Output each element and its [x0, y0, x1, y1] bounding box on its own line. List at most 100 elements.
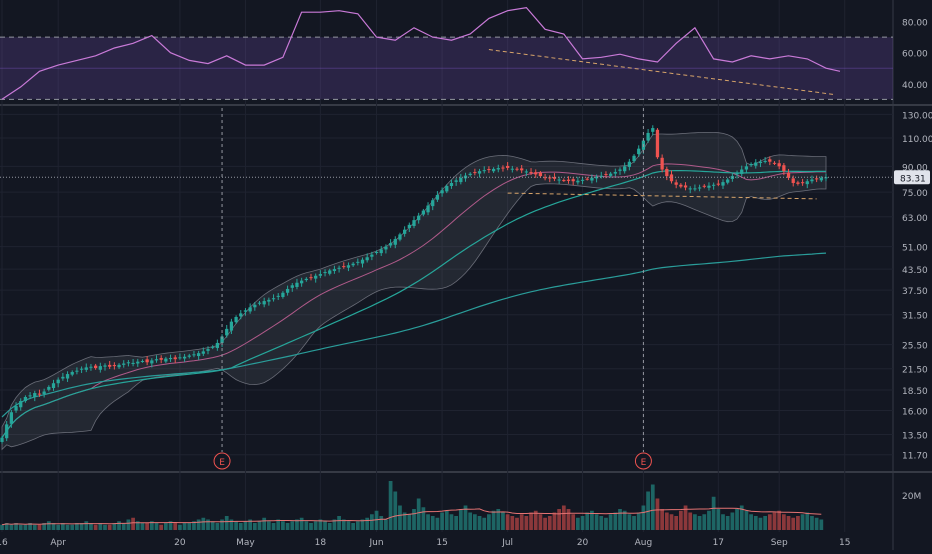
volume-panel[interactable]: 20M [0, 481, 921, 530]
volume-bar [46, 521, 51, 530]
volume-bar [299, 517, 304, 530]
volume-bar [538, 514, 543, 530]
candle-body [505, 165, 510, 168]
candle-body [374, 251, 379, 253]
volume-bar [707, 510, 711, 530]
candle-body [370, 254, 374, 257]
volume-bar [515, 517, 519, 530]
candle-body [173, 357, 177, 360]
price-panel[interactable]: 130.00 110.00 90.00 75.00 63.00 51.00 43.50 37.… [0, 108, 932, 470]
volume-bar [800, 514, 805, 530]
volume-bar [622, 510, 627, 530]
price-tick-label: 18.50 [902, 387, 928, 397]
candle-body [608, 173, 613, 176]
volume-bar [168, 521, 173, 530]
price-tick-label: 75.00 [902, 189, 928, 199]
volume-bar [440, 512, 444, 530]
volume-bar [454, 516, 459, 530]
volume-bar [566, 509, 571, 530]
candle-body [740, 169, 744, 174]
candle-body [571, 179, 575, 182]
candle-body [435, 194, 440, 200]
bollinger-basis [1, 163, 827, 438]
candle-body [257, 302, 262, 304]
volume-bar [332, 519, 337, 530]
candle-body [299, 280, 304, 284]
volume-bar [796, 516, 800, 530]
volume-bar [79, 523, 84, 530]
volume-bar [590, 510, 594, 530]
candle-body [281, 292, 285, 297]
volume-bar [749, 514, 753, 530]
candle-body [178, 357, 182, 359]
volume-bar [632, 516, 636, 530]
volume-ma-line [1, 507, 822, 526]
candle-body [65, 374, 70, 379]
candle-body [726, 179, 730, 183]
volume-bar [121, 523, 126, 530]
candle-body [646, 132, 650, 141]
volume-bar [819, 519, 824, 530]
candle-body [417, 215, 421, 221]
volume-bar [758, 517, 763, 530]
volume-bar [477, 516, 482, 530]
volume-bar [313, 521, 318, 530]
candle-body [304, 278, 308, 281]
candle-body [487, 169, 491, 171]
candle-body [117, 364, 121, 368]
rsi-panel[interactable]: 80.00 60.00 40.00 [0, 6, 928, 100]
candle-body [98, 366, 102, 370]
candle-body [136, 361, 140, 364]
candle-body [459, 177, 463, 183]
volume-bar [262, 517, 267, 530]
volume-bar [482, 517, 487, 530]
candle-body [772, 162, 777, 164]
volume-bar [496, 509, 501, 530]
candle-body [562, 180, 566, 182]
candle-body [791, 178, 795, 183]
candle-body [702, 185, 706, 187]
candle-body [693, 188, 697, 190]
volume-bar [529, 512, 533, 530]
x-tick-label: Apr [50, 538, 66, 548]
volume-bar [126, 519, 131, 530]
volume-bar [580, 516, 585, 530]
candle-body [103, 365, 107, 367]
candle-body [108, 364, 112, 367]
candle-body [253, 304, 257, 308]
last-price-badge [894, 170, 930, 185]
candle-body [679, 184, 683, 187]
candle-body [398, 234, 402, 240]
candle-body [131, 362, 135, 364]
volume-bar [117, 521, 121, 530]
candle-body [33, 393, 37, 398]
candle-body [613, 171, 617, 174]
candle-body [407, 224, 411, 228]
candle-body [552, 177, 557, 179]
volume-bar [674, 516, 679, 530]
candle-body [576, 180, 580, 183]
candle-body [56, 379, 60, 384]
volume-bar [594, 514, 599, 530]
volume-bar [276, 519, 281, 530]
volume-bar [487, 514, 491, 530]
volume-bar [89, 523, 93, 530]
candle-body [604, 174, 608, 176]
candle-body [239, 313, 243, 317]
x-tick-label: 17 [713, 538, 724, 548]
volume-bar [688, 512, 693, 530]
volume-bar [37, 524, 42, 530]
volume-bar [810, 516, 814, 530]
volume-bar [4, 523, 9, 530]
volume-bar [458, 509, 463, 530]
volume-bar [0, 524, 4, 530]
volume-bar [524, 516, 529, 530]
candle-body [520, 168, 524, 171]
x-tick-label: Aug [635, 538, 653, 548]
volume-bar [416, 498, 421, 530]
x-tick-label: Sep [771, 538, 788, 548]
volume-bar [585, 512, 590, 530]
volume-bar [660, 509, 665, 530]
